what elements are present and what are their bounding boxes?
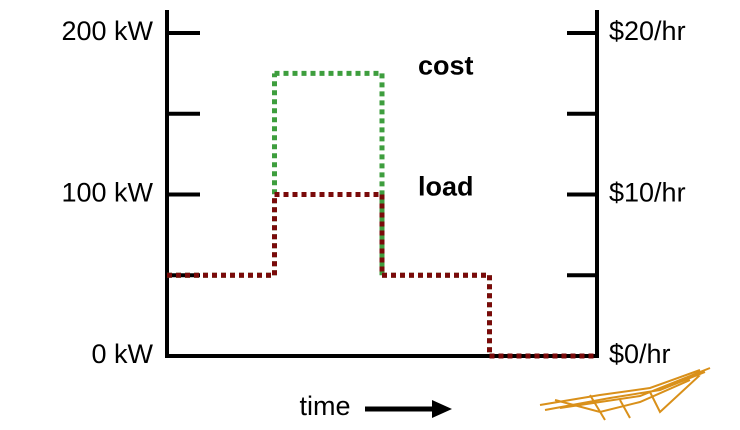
y2-tick-label: $0/hr bbox=[609, 339, 671, 369]
y-tick-label: 200 kW bbox=[61, 16, 153, 46]
scribble bbox=[539, 367, 711, 421]
y2-tick-label: $10/hr bbox=[609, 178, 686, 208]
y-tick-label: 0 kW bbox=[91, 339, 153, 369]
series-label: load bbox=[418, 172, 474, 202]
y-tick-label: 100 kW bbox=[61, 178, 153, 208]
time-arrow bbox=[365, 400, 452, 418]
series-label: cost bbox=[418, 51, 474, 81]
x-axis-label: time bbox=[299, 391, 350, 421]
y2-tick-label: $20/hr bbox=[609, 16, 686, 46]
